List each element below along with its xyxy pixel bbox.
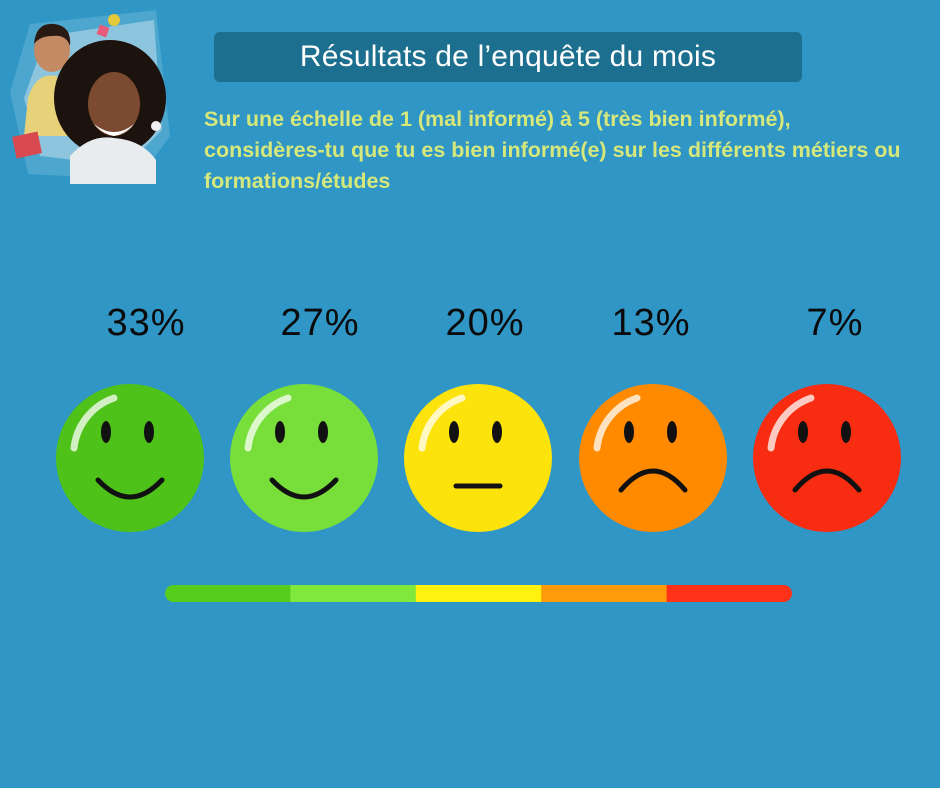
left-eye: [101, 421, 111, 443]
left-eye: [798, 421, 808, 443]
very-sad-face-icon: [753, 384, 901, 532]
percentage-label-2: 27%: [280, 302, 360, 344]
scale-segment-4: [541, 585, 668, 602]
scale-segment-2: [290, 585, 417, 602]
neutral-face-icon: [404, 384, 552, 532]
right-eye: [841, 421, 851, 443]
left-eye: [624, 421, 634, 443]
face-circle: [579, 384, 727, 532]
right-eye: [318, 421, 328, 443]
right-eye: [144, 421, 154, 443]
right-eye: [492, 421, 502, 443]
face-circle: [56, 384, 204, 532]
mouth: [618, 468, 688, 493]
percentage-label-5: 7%: [806, 302, 864, 344]
mouth: [792, 468, 862, 493]
face-highlight: [418, 394, 466, 452]
percentage-label-3: 20%: [445, 302, 525, 344]
left-eye: [449, 421, 459, 443]
color-scale-bar: [165, 585, 792, 602]
face-circle: [753, 384, 901, 532]
scale-segment-5: [666, 585, 792, 602]
sad-face-icon: [579, 384, 727, 532]
scale-segment-3: [415, 585, 542, 602]
percentage-label-4: 13%: [611, 302, 691, 344]
right-eye: [667, 421, 677, 443]
page-title: Résultats de l’enquête du mois: [214, 32, 802, 82]
face-circle: [230, 384, 378, 532]
very-happy-face-icon: [56, 384, 204, 532]
face-highlight: [244, 394, 292, 452]
percentage-label-1: 33%: [106, 302, 186, 344]
face-circle: [404, 384, 552, 532]
scale-segment-1: [165, 585, 291, 602]
mouth: [95, 477, 165, 500]
happy-face-icon: [230, 384, 378, 532]
face-highlight: [593, 394, 641, 452]
face-highlight: [767, 394, 815, 452]
survey-question: Sur une échelle de 1 (mal informé) à 5 (…: [204, 107, 901, 193]
mouth: [269, 477, 339, 500]
students-photo-icon: [6, 6, 174, 184]
left-eye: [275, 421, 285, 443]
face-highlight: [70, 394, 118, 452]
